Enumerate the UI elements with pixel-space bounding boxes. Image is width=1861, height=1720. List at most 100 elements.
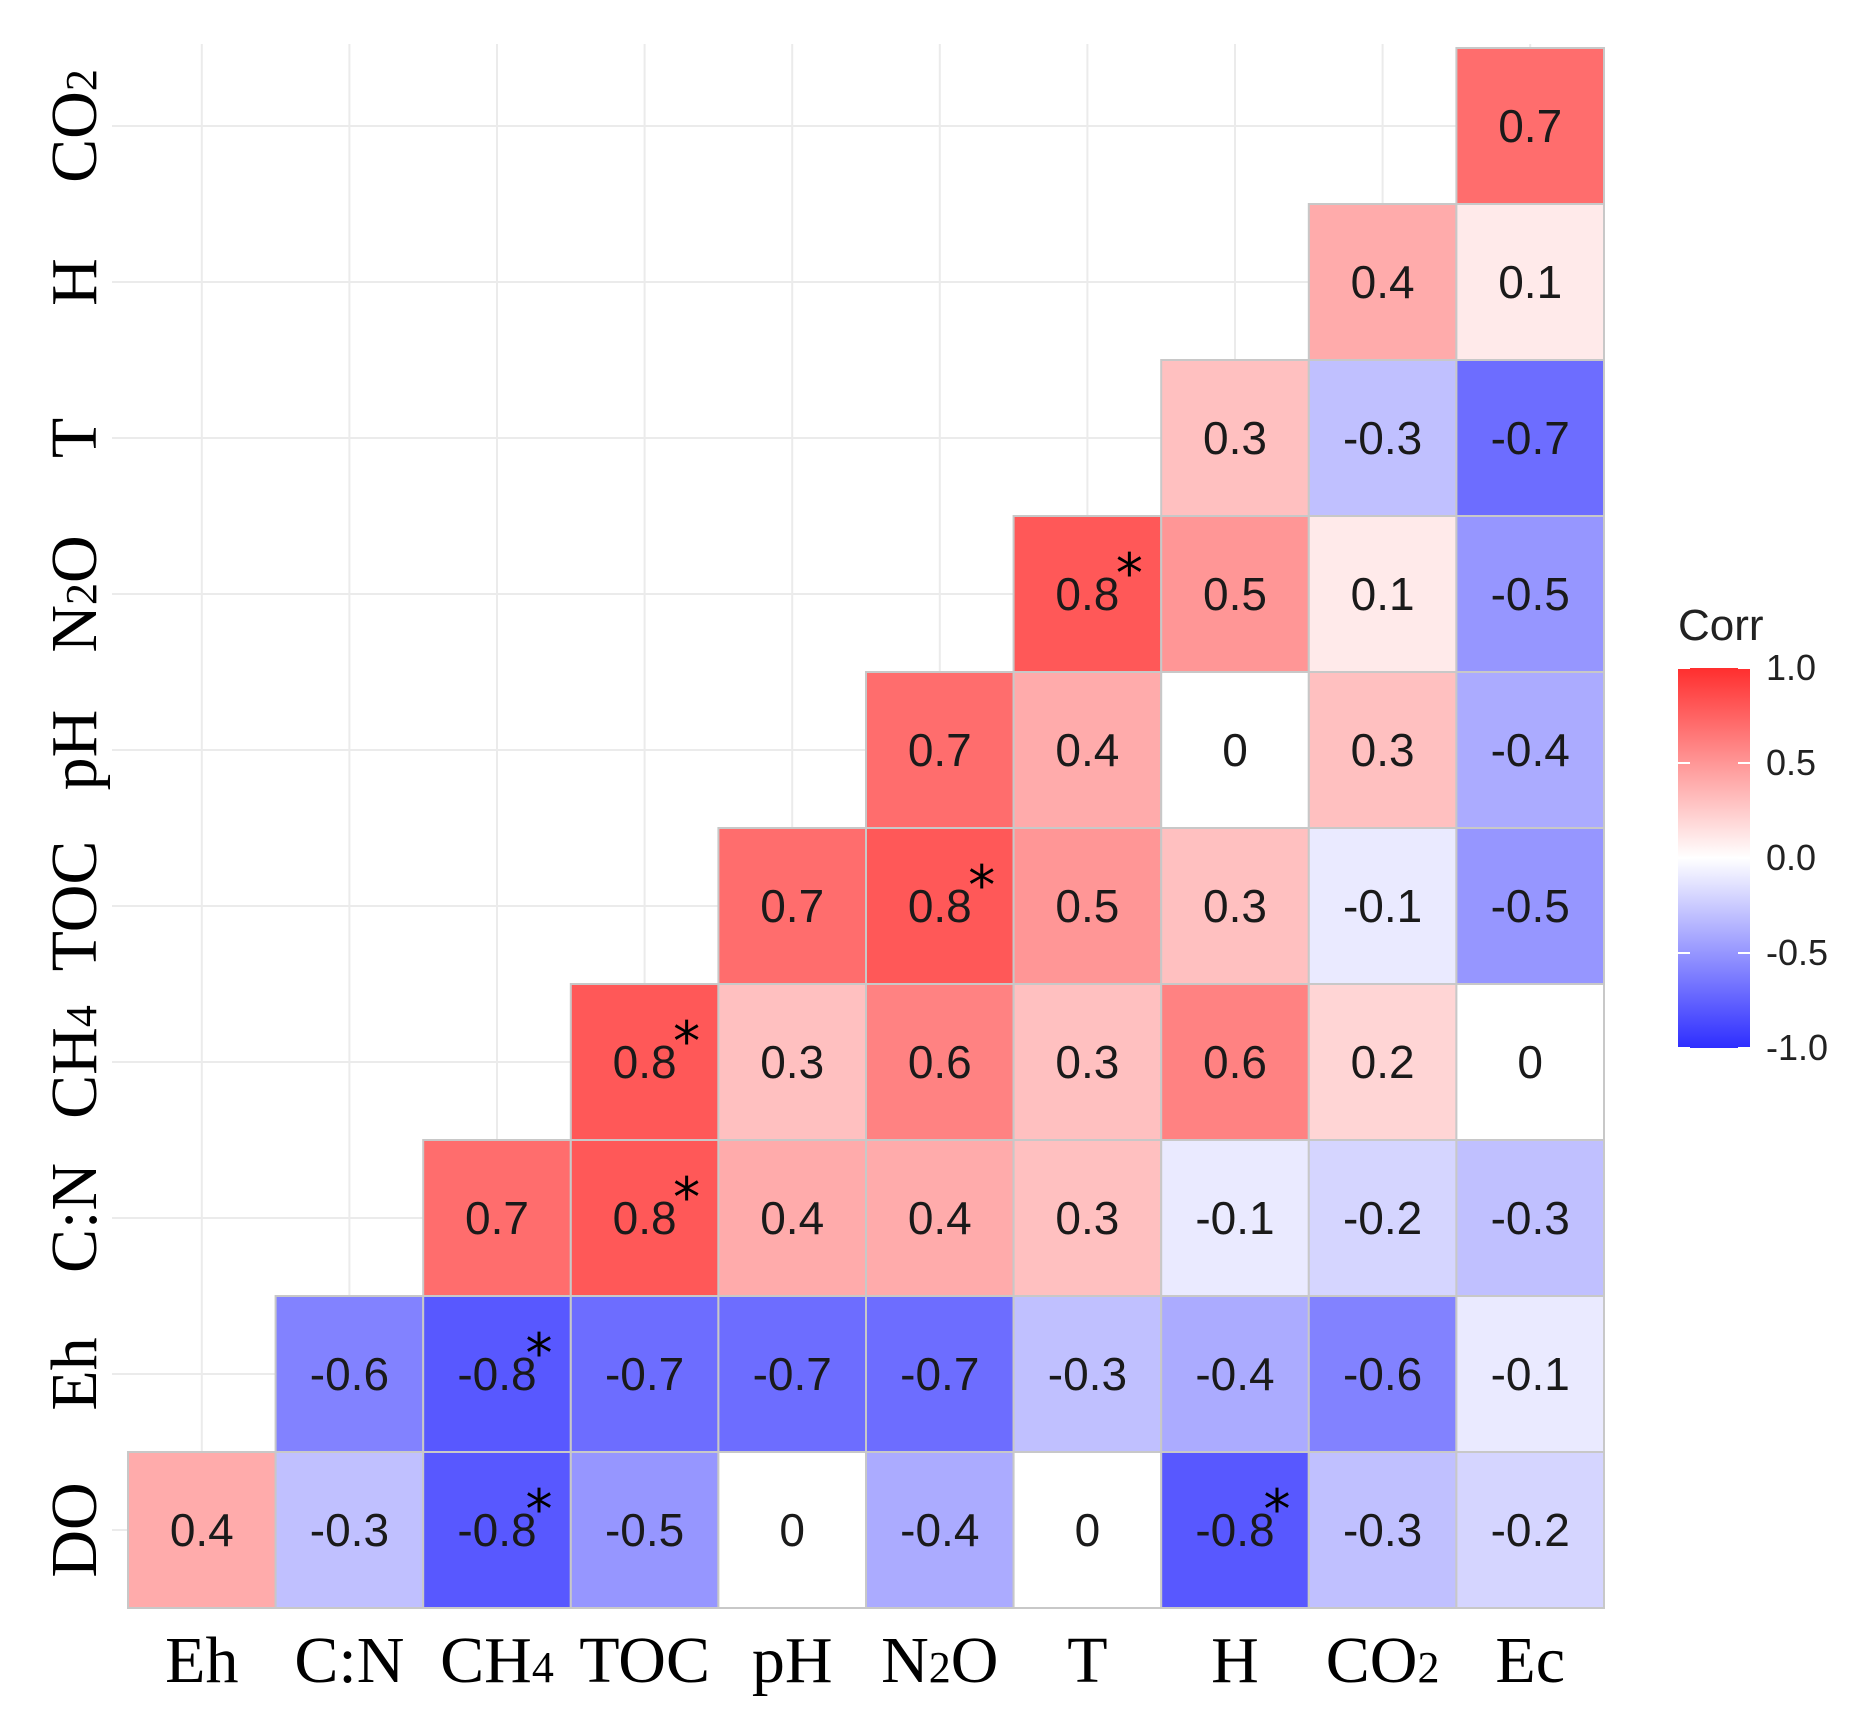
cell-value-label: -0.8 (1195, 1504, 1274, 1556)
legend-tick-label: 1.0 (1766, 647, 1816, 688)
y-axis-label: H (38, 258, 111, 306)
heatmap-cell (1012, 515, 1163, 673)
heatmap-cell (569, 1295, 720, 1453)
heatmap-cell (1307, 359, 1458, 517)
heatmap-cell (1160, 359, 1310, 517)
cell-value-label: 0.5 (1203, 568, 1267, 620)
cell-value-label: -0.5 (605, 1504, 684, 1556)
cell-value-label: 0.6 (1203, 1036, 1267, 1088)
cell-value-label: -0.1 (1491, 1348, 1570, 1400)
cell-value-label: 0.1 (1498, 256, 1562, 308)
legend-tick-label: 0.5 (1766, 742, 1816, 783)
cell-value-label: 0.7 (1498, 100, 1562, 152)
cell-value-label: 0.6 (908, 1036, 972, 1088)
significance-star: * (968, 854, 995, 917)
heatmap-cell (1455, 515, 1606, 673)
cell-value-label: 0.1 (1351, 568, 1415, 620)
heatmap-cell (569, 983, 720, 1141)
significance-star: * (673, 1010, 700, 1073)
heatmap-cell (422, 1139, 572, 1297)
heatmap-cell (274, 1295, 425, 1453)
heatmap-cell (127, 1451, 277, 1609)
cell-value-label: 0.3 (1203, 412, 1267, 464)
cell-value-label: 0.3 (1351, 724, 1415, 776)
heatmap-cell (1160, 1451, 1310, 1609)
cell-value-label: -0.7 (900, 1348, 979, 1400)
x-axis-labels: Eh C:N CH4 TOC pH N2O T H CO2 Ec (165, 1624, 1565, 1697)
cell-value-label: 0.3 (1055, 1036, 1119, 1088)
cell-value-label: -0.1 (1195, 1192, 1274, 1244)
cell-value-label: -0.3 (1343, 1504, 1422, 1556)
heatmap-cell (1012, 1451, 1163, 1609)
significance-star: * (526, 1478, 553, 1541)
cell-value-label: 0.3 (1203, 880, 1267, 932)
legend-tick-label: -0.5 (1766, 932, 1828, 973)
cell-value-label: -0.4 (1491, 724, 1570, 776)
x-axis-label: C:N (294, 1624, 404, 1697)
cell-value-label: 0.4 (908, 1192, 972, 1244)
cell-value-label: 0.8 (908, 880, 972, 932)
heatmap-cell (717, 983, 868, 1141)
y-axis-label: TOC (38, 841, 111, 972)
cell-value-label: -0.4 (900, 1504, 979, 1556)
cell-value-label: 0.3 (1055, 1192, 1119, 1244)
heatmap-cell (865, 827, 1015, 985)
cell-value-label: 0 (779, 1504, 805, 1556)
heatmap-cell (1160, 1139, 1310, 1297)
heatmap-cell (1455, 1451, 1606, 1609)
heatmap-cell (1455, 1139, 1606, 1297)
y-axis-label: CH4 (38, 1005, 111, 1119)
x-axis-label: CO2 (1326, 1624, 1440, 1697)
cell-value-label: 0.4 (760, 1192, 824, 1244)
x-axis-label: T (1067, 1624, 1107, 1697)
cell-value-label: -0.1 (1343, 880, 1422, 932)
cell-value-label: 0.2 (1351, 1036, 1415, 1088)
x-axis-label: TOC (579, 1624, 710, 1697)
cell-value-label: 0 (1517, 1036, 1543, 1088)
heatmap-cell (1307, 1451, 1458, 1609)
cell-value-label: 0.3 (760, 1036, 824, 1088)
heatmap-cell (865, 1451, 1015, 1609)
y-axis-label: pH (38, 710, 111, 791)
heatmap-cell (865, 1139, 1015, 1297)
cell-value-label: -0.6 (1343, 1348, 1422, 1400)
x-axis-label: H (1211, 1624, 1259, 1697)
heatmap-cell (717, 827, 868, 985)
heatmap-cell (1160, 983, 1310, 1141)
cell-value-label: 0 (1222, 724, 1248, 776)
cell-value-label: 0.5 (1055, 880, 1119, 932)
cell-value-label: -0.4 (1195, 1348, 1274, 1400)
heatmap-cell (865, 1295, 1015, 1453)
cell-value-label: -0.5 (1491, 568, 1570, 620)
cell-value-label: -0.3 (1343, 412, 1422, 464)
heatmap-cell (422, 1451, 572, 1609)
heatmap-cell (1307, 671, 1458, 829)
cell-value-label: 0.7 (908, 724, 972, 776)
heatmap-cell (1307, 203, 1458, 361)
significance-star: * (1264, 1478, 1291, 1541)
significance-star: * (1116, 542, 1143, 605)
cell-value-label: 0.8 (1055, 568, 1119, 620)
heatmap-cell (1012, 1295, 1163, 1453)
cell-value-label: -0.2 (1343, 1192, 1422, 1244)
x-axis-label: CH4 (440, 1624, 554, 1697)
cell-value-label: 0.7 (760, 880, 824, 932)
y-axis-labels: DO Eh C:N CH4 TOC pH N2O T H CO2 (38, 69, 111, 1578)
heatmap-cell (865, 671, 1015, 829)
heatmap-cell (1160, 1295, 1310, 1453)
cell-value-label: -0.3 (1491, 1192, 1570, 1244)
cell-value-label: 0.4 (1055, 724, 1119, 776)
cell-value-label: -0.7 (753, 1348, 832, 1400)
heatmap-cell (1307, 1139, 1458, 1297)
cell-value-label: 0.8 (613, 1036, 677, 1088)
heatmap-cell (1455, 671, 1606, 829)
y-axis-label: Eh (38, 1337, 111, 1410)
cell-value-label: -0.7 (1491, 412, 1570, 464)
y-axis-label: CO2 (38, 69, 111, 183)
x-axis-label: N2O (881, 1624, 998, 1697)
cell-value-label: 0.4 (170, 1504, 234, 1556)
significance-star: * (673, 1166, 700, 1229)
heatmap-cell (1455, 827, 1606, 985)
